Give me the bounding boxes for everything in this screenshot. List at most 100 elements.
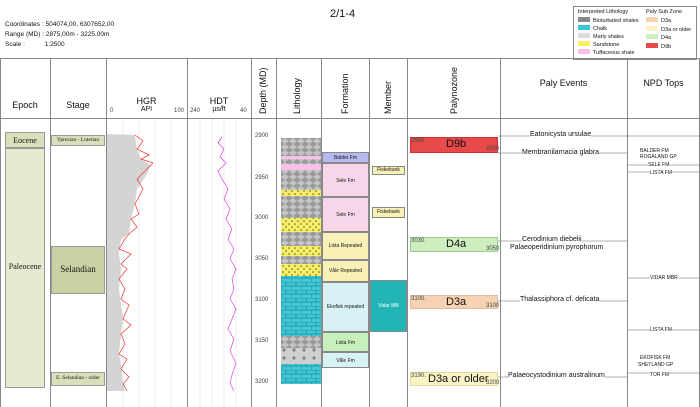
col-epoch: Epoch (12, 100, 38, 110)
formation-label: Våle Repeated (328, 268, 363, 274)
hdt-curve (217, 136, 237, 392)
npd-top: SELE FM (648, 162, 670, 168)
palynozone-label: D4a (446, 238, 467, 250)
scale-value: 1:2500 (44, 41, 65, 48)
member-vidar-band (370, 280, 407, 332)
paly-event: Cerodinium diebelii (522, 236, 582, 243)
epoch-eocene: Eocene (13, 136, 37, 145)
formation-label: Ekofisk repeated (326, 304, 365, 310)
palynozone-top: 2900. (411, 138, 427, 144)
formation-ekofisk-repeated (322, 282, 369, 332)
col-lithology: Lithology (292, 77, 302, 114)
legend-paly-title: Paly Sub Zone (646, 9, 683, 15)
legend-paly-d3a: D3a (661, 18, 672, 24)
palynozone-bottom: 2920. (486, 146, 502, 152)
stage-e-selandian-band (51, 372, 105, 386)
palynozone-d3a (410, 295, 498, 309)
palynozone-top: 3030. (411, 238, 427, 244)
palynozone-label: D3a or older (428, 373, 489, 385)
col-member: Member (383, 80, 393, 114)
npd-top: BALDER FM (640, 148, 669, 154)
formation-label: Balder Fm (333, 155, 358, 161)
header-info: Coordinates : 504074,00, 6307652,00 Rang… (5, 20, 255, 50)
col-formation: Formation (340, 73, 350, 114)
stage-ypresian: Ypresian - Lutetian (56, 137, 100, 143)
col-stage: Stage (66, 100, 90, 110)
col-npd-tops: NPD Tops (643, 78, 684, 88)
stage-e-selandian: E. Selandian - older (56, 375, 100, 381)
member-fiskebank-2 (372, 207, 405, 218)
depth-tick: 2950 (255, 175, 269, 181)
depth-tick: 3050 (255, 256, 269, 262)
col-hgr-unit: API (140, 106, 153, 113)
header-title: 2/1-4 (330, 8, 356, 20)
npd-top: EKOFISK FM (640, 355, 671, 361)
epoch-eocene-band (5, 132, 45, 148)
range-label: Range (MD) : (5, 31, 45, 38)
paly-event: Palaeocystodinium australinum (508, 372, 605, 379)
col-paly-events: Paly Events (539, 78, 588, 88)
coords-label: Coordinates : (5, 21, 44, 28)
hdt-min: 240 (190, 108, 201, 114)
npd-top: VIDAR MBR (650, 275, 678, 281)
npd-top: ROGALAND GP (640, 154, 677, 160)
palynozone-bottom: 3100 (486, 303, 500, 309)
hdt-max: 40 (240, 108, 247, 114)
hgr-min: 0 (110, 108, 114, 114)
hgr-log (107, 119, 172, 407)
legend-paly-d4a: D4a (661, 35, 672, 41)
palynozone-bottom: 3200. (486, 380, 502, 386)
formation-label: Lista Fm (335, 340, 356, 346)
formation-vale-repeated (322, 260, 369, 282)
legend-paly-d3a-older: D3a or older (661, 26, 692, 33)
palynozone-label: D9b (446, 138, 467, 150)
npd-top: SHETLAND GP (638, 362, 674, 368)
range-value: 2875,00m - 3225,00m (45, 31, 110, 38)
member-fiskebank-1 (372, 166, 405, 175)
legend-lith-title: Interpreted Lithology (578, 9, 629, 15)
col-depth: Depth (MD) (258, 67, 268, 114)
coords-value: 504074,00, 6307652,00 (45, 21, 115, 28)
paly-event: Palaeoperidinium pyrophorum (510, 244, 604, 251)
formation-label: Lista Repeated (328, 243, 363, 249)
stage-selandian: Selandian (60, 264, 96, 274)
paly-event: Thalassiphora cf. delicata (520, 296, 600, 303)
depth-tick: 3200 (255, 379, 269, 385)
palynozone-top: 3100. (411, 296, 427, 302)
col-hgr: HGR (136, 96, 157, 106)
paly-event: Eatonicysta ursulae (530, 131, 592, 138)
epoch-paleocene: Paleocene (8, 262, 42, 271)
legend-lith-chalk: Chalk (593, 26, 608, 32)
formation-lista (322, 332, 369, 352)
formation-label: Sele Fm (336, 212, 355, 218)
palynozone-label: D3a (446, 296, 467, 308)
depth-tick: 3000 (255, 215, 269, 221)
depth-tick: 3150 (255, 338, 269, 344)
depth-tick: 2900 (255, 133, 269, 139)
palynozone-bottom: 3050 (486, 246, 500, 252)
member-label: Fiskebank (377, 209, 400, 215)
npd-top: LISTA FM (650, 327, 672, 333)
member-label: Vidar MB (378, 303, 399, 309)
palynozone-top: 3190. (411, 373, 427, 379)
legend-lith-bioturbated: Bioturbated shales (593, 18, 639, 24)
legend: Interpreted Lithology Paly Sub Zone Biot… (573, 6, 697, 60)
legend-lith-tuff: Tuffaceous shale (593, 50, 635, 56)
formation-balder (322, 152, 369, 163)
col-hdt-unit: µs/ft (212, 106, 226, 113)
palynozone-d9b (410, 137, 498, 153)
member-label: Fiskebank (377, 167, 400, 173)
palynozone-d4a (410, 237, 498, 252)
formation-lista-repeated (322, 232, 369, 260)
lithology-column (281, 138, 321, 384)
formation-label: Våle Fm (336, 358, 355, 364)
legend-lith-marly: Marly shales (593, 34, 624, 40)
legend-lith-sandstone: Sandstone (593, 42, 620, 48)
stage-ypresian-band (51, 135, 105, 146)
hgr-fill (107, 134, 151, 391)
col-palynozone: Palynozone (449, 66, 459, 114)
epoch-paleocene-band (5, 148, 45, 388)
formation-vale (322, 352, 369, 368)
stage-selandian-band (51, 246, 105, 294)
palynozone-d3a-older (410, 372, 498, 386)
